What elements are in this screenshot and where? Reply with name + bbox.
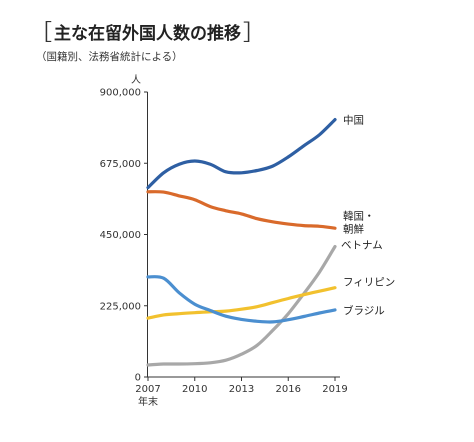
series-line-0 (146, 118, 337, 190)
y-tick-label: 450,000 (100, 230, 141, 241)
y-tick-label: 0 (135, 373, 141, 384)
title-bracket-close: ］ (243, 21, 266, 46)
title-bracket-open: ［ (30, 21, 53, 46)
series-label: 韓国・ (343, 211, 375, 223)
series-label: 中国 (343, 114, 364, 127)
y-tick-label: 225,000 (100, 301, 141, 312)
series-line-3 (146, 286, 337, 320)
x-tick-label: 2019 (322, 384, 347, 395)
x-tick-label: 2007 (135, 384, 160, 395)
y-tick-label: 900,000 (100, 88, 141, 99)
x-axis-label: 年末 (138, 395, 158, 408)
series-label: フィリピン (343, 277, 395, 289)
y-axis-unit: 人 (131, 74, 141, 86)
chart-title-block: ［ 主な在留外国人数の推移 ］ (30, 22, 265, 46)
series-label: 朝鮮 (343, 223, 364, 236)
series-line-1 (146, 190, 337, 230)
x-tick-label: 2010 (182, 384, 207, 395)
series-label: ベトナム (341, 240, 383, 252)
chart-subtitle: （国籍別、法務省統計による） (36, 51, 183, 63)
series-line-2 (146, 244, 337, 367)
series-line-4 (146, 275, 337, 324)
series-lines (146, 118, 337, 367)
y-tick-label: 675,000 (100, 159, 141, 170)
x-tick-label: 2016 (276, 384, 301, 395)
chart-title: 主な在留外国人数の推移 (54, 24, 242, 44)
axes: 人 0 225,000 450,000 675,000 900,000 2007 2010 20… (100, 74, 348, 408)
x-tick-label: 2013 (229, 384, 254, 395)
series-label: ブラジル (343, 304, 385, 317)
